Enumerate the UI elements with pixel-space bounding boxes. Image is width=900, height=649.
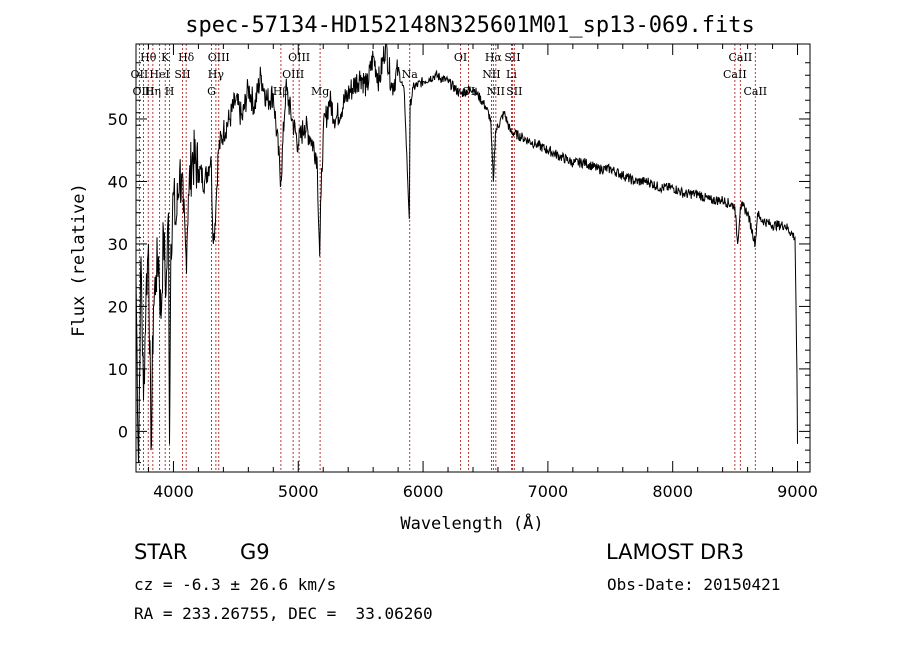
line-label-14: Hβ (273, 85, 289, 98)
line-label-22: SII (504, 51, 520, 64)
y-tick-label-20: 20 (108, 297, 128, 316)
object-subclass: G9 (240, 540, 270, 564)
line-label-9: OIII (208, 51, 230, 64)
line-label-20: NII (482, 68, 500, 81)
y-tick-label-50: 50 (108, 110, 128, 129)
line-label-10: Hγ (208, 68, 225, 81)
x-tick-label-9000: 9000 (777, 482, 818, 501)
x-tick-label-6000: 6000 (403, 482, 444, 501)
line-label-26: CaII (723, 68, 747, 81)
redshift-text: cz = -6.3 ± 26.6 km/s (134, 575, 337, 594)
line-label-17: OI (454, 51, 467, 64)
y-tick-label-40: 40 (108, 172, 128, 191)
x-axis-label: Wavelength (Å) (400, 512, 543, 534)
line-label-0: Hθ (140, 51, 157, 64)
coordinates-text: RA = 233.26755, DEC = 33.06260 (134, 604, 433, 623)
y-axis: 0 10 20 30 40 50 (108, 62, 810, 464)
x-tick-label-5000: 5000 (278, 482, 319, 501)
line-label-5: Hη (145, 85, 161, 98)
x-tick-label-7000: 7000 (528, 482, 569, 501)
x-tick-label-4000: 4000 (153, 482, 194, 501)
x-tick-label-8000: 8000 (652, 482, 693, 501)
obs-date-text: Obs-Date: 20150421 (607, 575, 781, 594)
line-label-7: SII (174, 68, 190, 81)
spectrum-line (135, 43, 798, 463)
spectral-line-markers: Hθ OII OIII K HeI Hη Hδ SII H OIII Hγ G OIII OIII Hβ Mg… (131, 44, 767, 472)
y-axis-label: Flux (relative) (69, 183, 89, 337)
survey-name: LAMOST DR3 (606, 540, 745, 564)
line-label-23: Li (506, 68, 517, 81)
line-label-15: Mg (311, 85, 329, 98)
y-tick-label-10: 10 (108, 360, 128, 379)
line-label-24: SII (506, 85, 522, 98)
line-label-13: OIII (282, 68, 304, 81)
object-class: STAR (134, 540, 188, 564)
line-label-27: CaII (743, 85, 767, 98)
y-tick-label-0: 0 (118, 422, 128, 441)
line-label-4: HeI (149, 68, 169, 81)
line-label-16: Na (402, 68, 419, 81)
spectrum-series (135, 43, 798, 463)
chart-title: spec-57134-HD152148N325601M01_sp13-069.f… (185, 13, 755, 38)
y-tick-label-30: 30 (108, 235, 128, 254)
line-label-6: Hδ (178, 51, 195, 64)
line-label-11: G (207, 85, 216, 98)
x-axis: 4000 5000 6000 7000 8000 9000 (147, 44, 818, 501)
line-label-12: OIII (288, 51, 310, 64)
line-label-21: NII (487, 85, 505, 98)
plot-frame (135, 43, 811, 473)
line-label-1: OII (131, 68, 149, 81)
line-label-19: Hα (485, 51, 503, 64)
line-label-25: CaII (729, 51, 753, 64)
line-label-3: K (161, 51, 170, 64)
line-label-8: H (165, 85, 175, 98)
line-label-2: OIII (132, 85, 154, 98)
